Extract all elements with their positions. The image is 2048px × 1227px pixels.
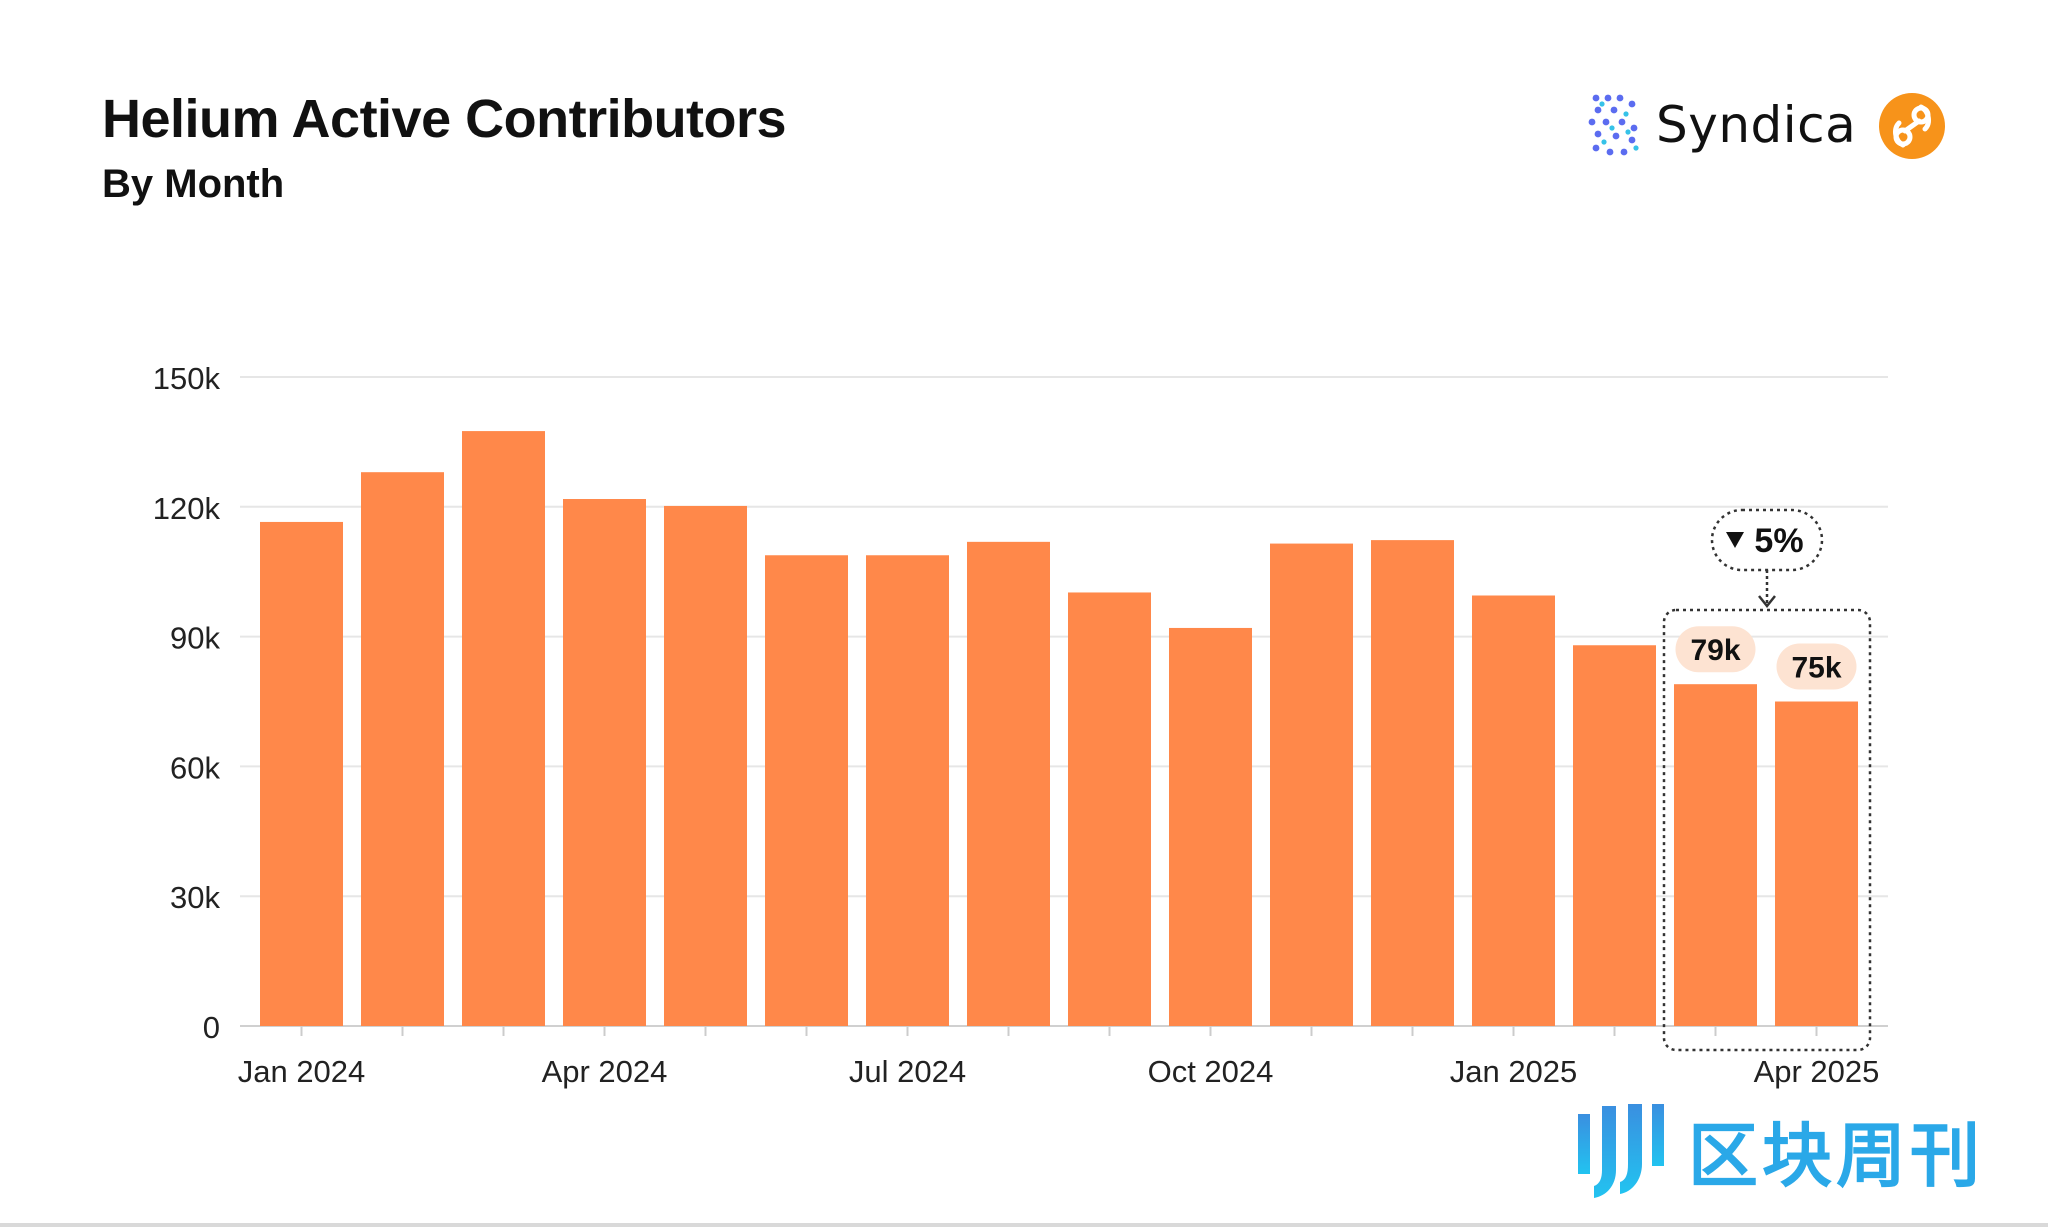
x-tick-label: Oct 2024 — [1148, 1054, 1274, 1089]
syndica-brand: Syndica — [1588, 92, 1856, 158]
bar — [462, 431, 545, 1026]
x-tick-label: Jan 2025 — [1450, 1054, 1578, 1089]
helium-logo-icon — [1879, 93, 1945, 159]
highlight-bracket — [1662, 608, 1872, 1052]
y-tick-label: 30k — [170, 880, 220, 915]
y-tick-label: 60k — [170, 750, 220, 785]
chart-subtitle: By Month — [102, 162, 285, 206]
x-tick-label: Jul 2024 — [849, 1054, 966, 1089]
y-axis-tick-labels: 0 30k 60k 90k 120k 150k — [153, 361, 221, 1045]
x-tick-label: Apr 2024 — [542, 1054, 668, 1089]
chart-title: Helium Active Contributors — [102, 89, 787, 149]
bar — [1674, 684, 1757, 1026]
block-weekly-logo-icon — [1578, 1104, 1664, 1198]
bar — [1270, 543, 1353, 1026]
bar — [260, 521, 343, 1026]
syndica-brand-name: Syndica — [1656, 96, 1857, 154]
block-weekly-watermark: 区块周刊 — [1572, 1100, 1984, 1200]
bar — [1775, 701, 1858, 1026]
change-percent-label: 5% — [1754, 522, 1803, 560]
data-label: 79k — [1690, 634, 1740, 667]
x-axis-tick-labels: Jan 2024 Apr 2024 Jul 2024 Oct 2024 Jan 2025… — [238, 1026, 1880, 1089]
bar — [765, 555, 848, 1026]
y-tick-label: 120k — [153, 491, 221, 526]
bar — [1472, 595, 1555, 1026]
bar — [967, 541, 1050, 1026]
bar — [664, 505, 747, 1026]
bar — [1573, 645, 1656, 1026]
x-tick-label: Apr 2025 — [1754, 1054, 1880, 1089]
y-tick-label: 0 — [203, 1010, 220, 1045]
syndica-logo-icon — [1588, 94, 1639, 156]
data-label-pill — [1776, 643, 1857, 690]
bottom-divider — [0, 1223, 2048, 1227]
down-triangle-icon — [1726, 532, 1744, 548]
x-tick-label: Jan 2024 — [238, 1054, 366, 1089]
data-label-pill — [1675, 626, 1756, 673]
block-weekly-watermark-text: 区块周刊 — [1688, 1114, 1984, 1197]
y-tick-label: 90k — [170, 621, 220, 656]
bar — [361, 472, 444, 1027]
bar — [563, 499, 646, 1027]
bar — [1068, 592, 1151, 1026]
y-tick-label: 150k — [153, 361, 221, 396]
bar — [1371, 540, 1454, 1026]
data-label: 75k — [1791, 652, 1841, 685]
annotations: 5% 79k 75k — [1662, 508, 1872, 1052]
bar — [866, 555, 949, 1026]
bars — [260, 431, 1858, 1027]
arrow-down-icon — [1758, 595, 1776, 609]
bar — [1169, 627, 1252, 1026]
